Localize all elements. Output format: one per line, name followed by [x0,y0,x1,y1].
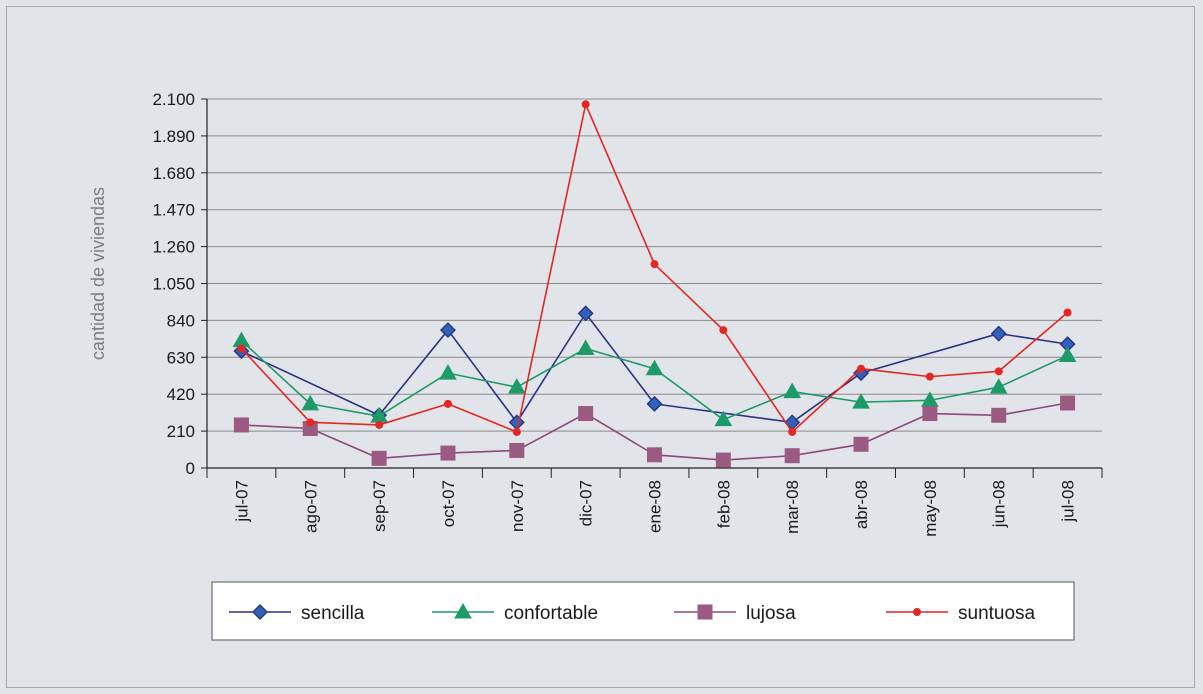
x-tick-label: abr-08 [852,480,871,529]
data-point-suntuosa [375,420,384,429]
axes [201,98,1103,478]
data-point-suntuosa [237,344,246,353]
legend-label: sencilla [301,603,365,624]
y-tick-label: 1.470 [152,201,195,220]
data-point-confortable [439,364,457,380]
data-point-lujosa [715,452,731,468]
x-tick-label: oct-07 [439,480,458,527]
y-axis-title: cantidad de viviendas [88,187,108,360]
data-point-confortable [576,339,595,356]
data-point-suntuosa [994,367,1003,376]
data-point-suntuosa [1063,308,1072,317]
legend-item-suntuosa: suntuosa [886,603,1036,624]
x-tick-label: jun-08 [990,480,1009,528]
y-tick-label: 1.890 [152,127,195,146]
x-tick-label: jul-08 [1059,480,1078,523]
y-tick-label: 420 [167,385,195,404]
series-lines [232,100,1077,468]
line-chart: 0 210 420 630 840 1.050 1.260 1.470 1.680 1.890 2.… [88,90,1103,641]
y-tick-label: 2.100 [152,90,195,109]
x-tick-label: jul-07 [232,480,251,523]
x-tick-label: nov-07 [508,480,527,532]
data-point-suntuosa [788,427,797,436]
data-point-suntuosa [512,427,521,436]
legend-marker-suntuosa [913,608,921,616]
y-tick-label: 840 [167,311,195,330]
y-tick-label: 0 [186,459,195,478]
x-tick-label: ago-07 [301,480,320,533]
legend-marker-confortable [454,602,472,619]
data-point-sencilla [508,414,525,431]
y-tick-label: 1.260 [152,238,195,257]
y-tick-label: 210 [167,422,195,441]
data-point-confortable [989,378,1008,394]
series-suntuosa [237,100,1072,436]
data-point-suntuosa [306,418,315,427]
data-point-suntuosa [857,364,866,373]
data-point-lujosa [509,442,525,458]
x-tick-labels: jul-07 ago-07 sep-07 oct-07 nov-07 dic-07 ene-… [232,480,1077,537]
data-point-confortable [783,382,802,399]
y-tick-labels: 0 210 420 630 840 1.050 1.260 1.470 1.680 1.890 2.… [152,90,195,478]
legend: sencilla confortable lujosa suntuosa [211,581,1075,641]
data-point-lujosa [1060,395,1076,411]
data-point-suntuosa [925,372,934,381]
x-tick-label: mar-08 [783,480,802,534]
x-tick-label: ene-08 [646,480,665,533]
data-point-sencilla [439,322,456,339]
data-point-confortable [852,393,870,409]
legend-marker-sencilla [252,604,268,620]
data-point-sencilla [646,395,663,412]
data-point-lujosa [578,406,594,422]
data-point-suntuosa [443,399,452,408]
data-point-lujosa [853,436,869,452]
legend-label: suntuosa [958,603,1036,624]
data-point-confortable [301,394,320,411]
data-point-lujosa [371,450,387,466]
legend-label: confortable [504,603,598,624]
chart-frame: 0 210 420 630 840 1.050 1.260 1.470 1.680 1.890 2.… [6,6,1195,688]
data-point-lujosa [991,407,1007,423]
legend-marker-lujosa [697,604,713,620]
data-point-confortable [232,331,251,348]
data-point-lujosa [647,447,662,463]
series-confortable [232,331,1077,427]
data-point-confortable [1058,346,1077,363]
gridlines [207,98,1102,432]
data-point-confortable [507,378,526,394]
data-point-sencilla [577,305,594,322]
data-point-lujosa [784,448,800,464]
data-point-suntuosa [719,326,728,335]
y-tick-label: 630 [167,348,195,367]
data-point-lujosa [233,417,249,433]
series-lujosa [233,395,1076,468]
data-point-suntuosa [650,260,659,269]
x-tick-label: dic-07 [577,480,596,526]
legend-item-confortable: confortable [432,602,598,624]
legend-item-lujosa: lujosa [674,603,796,624]
data-point-confortable [714,410,733,427]
data-point-sencilla [990,325,1007,342]
data-point-confortable [645,359,664,376]
x-tick-label: feb-08 [714,480,733,528]
legend-label: lujosa [746,603,796,624]
data-point-suntuosa [581,100,590,109]
y-tick-label: 1.050 [152,275,195,294]
legend-item-sencilla: sencilla [229,603,365,624]
y-tick-label: 1.680 [152,164,195,183]
data-point-lujosa [440,445,456,461]
legend-box [211,581,1075,641]
x-tick-label: may-08 [921,480,940,537]
x-tick-label: sep-07 [370,480,389,532]
data-point-lujosa [922,406,938,422]
